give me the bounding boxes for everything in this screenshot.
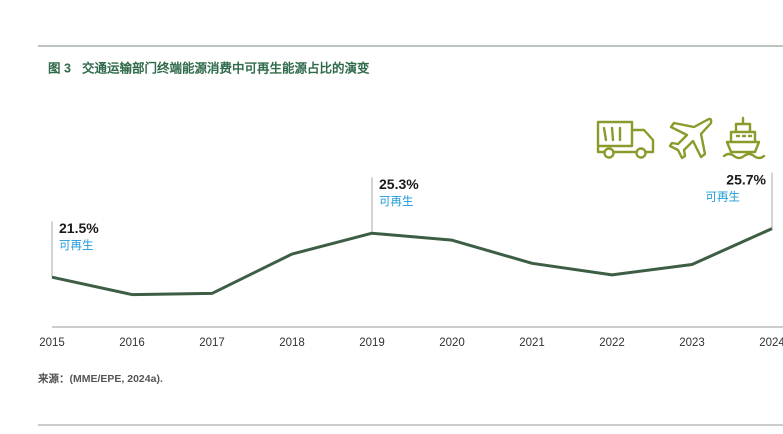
x-tick-label: 2020	[439, 337, 465, 349]
source-note: 来源：(MME/EPE, 2024a).	[37, 372, 163, 385]
line-series	[51, 227, 773, 297]
x-tick-label: 2019	[359, 337, 385, 349]
x-tick-label: 2017	[199, 337, 225, 349]
value-sublabel: 可再生	[379, 194, 414, 208]
value-sublabel: 可再生	[59, 238, 94, 252]
x-tick-label: 2024	[759, 337, 783, 349]
value-label: 25.3%	[379, 176, 419, 192]
value-label: 21.5%	[59, 220, 99, 236]
x-tick-label: 2023	[679, 337, 705, 349]
x-tick-label: 2015	[39, 337, 65, 349]
plot: 21.5% 可再生 25.3% 可再生 25.7% 可再生 2015 2016 2017 2018…	[39, 171, 783, 349]
value-sublabel: 可再生	[706, 190, 741, 204]
transport-icons	[596, 116, 766, 160]
x-tick-label: 2016	[119, 337, 145, 349]
x-tick-label: 2021	[519, 337, 545, 349]
value-label: 25.7%	[726, 171, 766, 187]
figure-label: 图 3	[48, 61, 71, 75]
chart-title: 交通运输部门终端能源消费中可再生能源占比的演变	[82, 60, 370, 75]
x-tick-label: 2018	[279, 337, 305, 349]
x-tick-label: 2022	[599, 337, 625, 349]
